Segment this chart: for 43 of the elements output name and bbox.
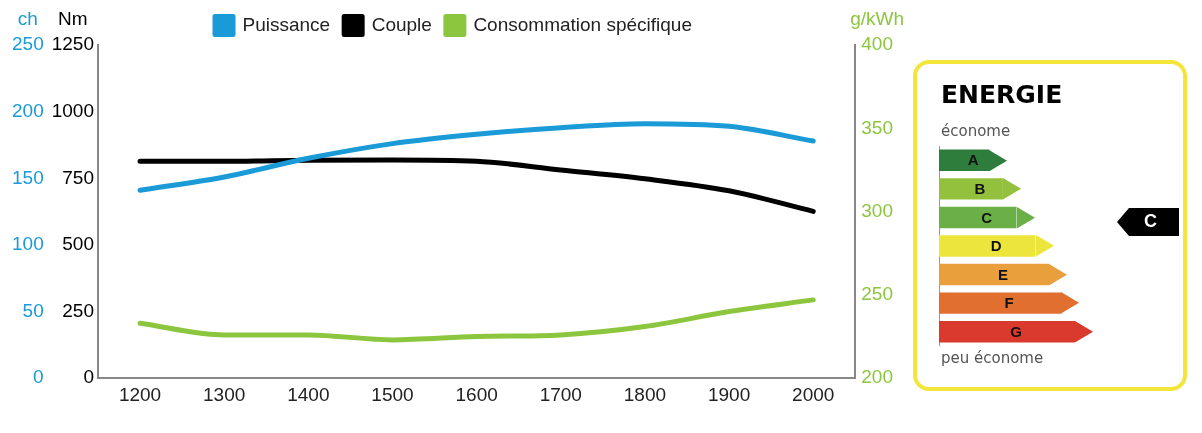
y2-tick-label: 250 (62, 299, 94, 321)
legend-label: Couple (371, 13, 432, 35)
x-tick-label: 1400 (287, 383, 330, 405)
y3-axis-title: g/kWh (850, 7, 905, 29)
y2-tick-label: 1000 (51, 99, 94, 121)
text: C (1144, 211, 1157, 232)
x-tick-label: 1700 (539, 383, 582, 405)
text: économe (941, 122, 1011, 140)
x-tick-label: 1600 (455, 383, 498, 405)
y2-tick-label: 1250 (51, 33, 94, 55)
y-tick-label: B (974, 180, 986, 197)
x-tick-label: 2000 (792, 383, 835, 405)
text: peu économe (941, 349, 1044, 367)
y-tick-label: 250 (12, 33, 44, 55)
y-tick-label: C (981, 208, 993, 226)
y-tick-label: G (1010, 322, 1022, 340)
y2-tick-label: 750 (62, 166, 94, 188)
x-tick-label: 1500 (371, 383, 414, 405)
y-tick-label: E (998, 265, 1009, 283)
y-tick-label: 0 (33, 366, 44, 388)
x-tick-label: 1300 (203, 383, 246, 405)
y3-tick-label: 300 (861, 199, 893, 221)
y-axis-title: ch (17, 7, 38, 29)
y-tick-label: F (1004, 294, 1014, 312)
y2-tick-label: 500 (62, 233, 94, 255)
legend-label: Puissance (242, 13, 331, 35)
y-tick-label: A (967, 151, 979, 169)
legend-label: Consommation spécifique (473, 13, 693, 35)
chart-title: ENERGIE (941, 80, 1063, 109)
y3-tick-label: 350 (861, 116, 893, 138)
y-tick-label: 150 (12, 166, 44, 188)
x-tick-label: 1800 (623, 383, 667, 405)
y2-axis-title: Nm (58, 7, 88, 29)
x-tick-label: 1900 (707, 383, 751, 405)
y3-tick-label: 250 (861, 283, 893, 305)
x-tick-label: 1200 (118, 383, 162, 405)
y-tick-label: 200 (12, 99, 44, 121)
y-tick-label: 100 (12, 233, 44, 255)
y3-tick-label: 400 (861, 33, 893, 55)
y3-tick-label: 200 (861, 366, 893, 388)
y-tick-label: 50 (22, 299, 44, 321)
y2-tick-label: 0 (83, 366, 94, 388)
y-tick-label: D (990, 237, 1002, 255)
